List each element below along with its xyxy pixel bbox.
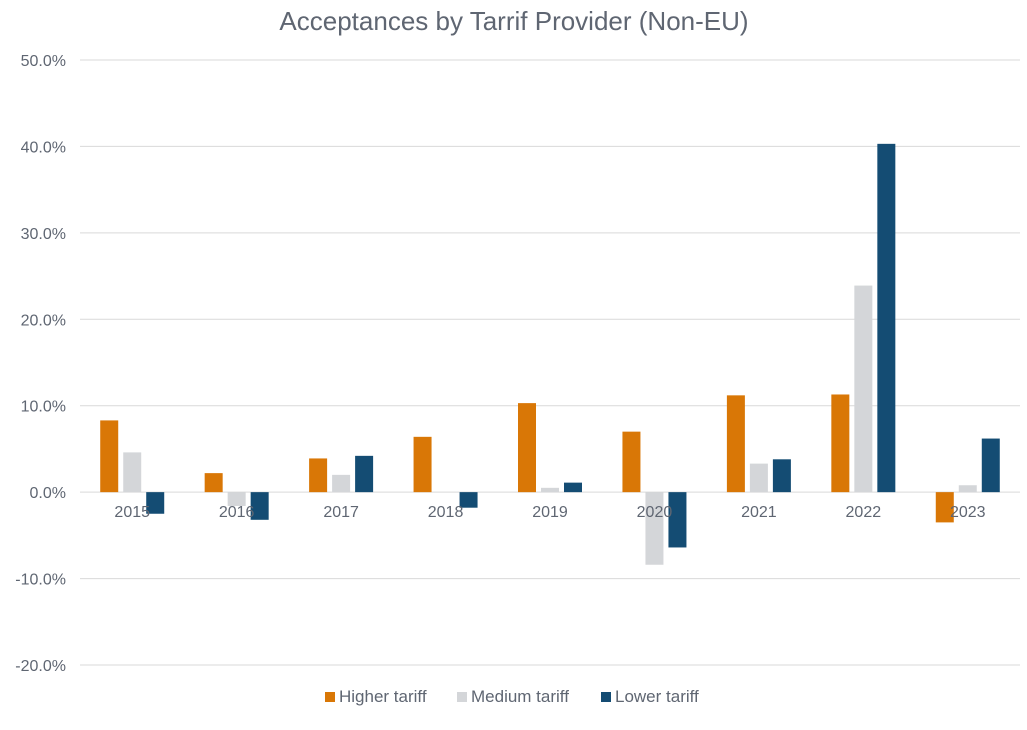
- x-tick-label: 2018: [428, 504, 464, 521]
- x-tick-label: 2019: [532, 504, 568, 521]
- y-tick-label: -20.0%: [15, 658, 66, 675]
- x-axis-labels: 2015 2016 2017 2018 2019 2020 2021 2022 2023: [114, 504, 985, 521]
- bar-lower-tariff-2019: [564, 482, 582, 493]
- bar-higher-tariff-2016: [204, 473, 223, 493]
- bar-lower-tariff-2020: [668, 492, 687, 548]
- bar-medium-tariff-2015: [123, 452, 142, 493]
- bar-medium-tariff-2023: [958, 485, 977, 493]
- bar-higher-tariff-2019: [518, 403, 536, 493]
- x-tick-label: 2015: [114, 504, 150, 521]
- legend-swatch-medium-tariff: [457, 692, 467, 702]
- bar-higher-tariff-2015: [100, 420, 119, 493]
- y-tick-label: 10.0%: [21, 399, 66, 416]
- bar-medium-tariff-2017: [332, 474, 351, 493]
- x-tick-label: 2022: [846, 504, 882, 521]
- bar-higher-tariff-2020: [622, 431, 641, 493]
- bar-lower-tariff-2016: [250, 492, 269, 520]
- x-tick-label: 2020: [637, 504, 673, 521]
- legend-label: Lower tariff: [615, 687, 699, 706]
- bar-lower-tariff-2017: [355, 455, 374, 493]
- legend-label: Medium tariff: [471, 687, 569, 706]
- bar-lower-tariff-2018: [459, 492, 478, 508]
- bar-higher-tariff-2017: [309, 458, 328, 493]
- legend-swatch-higher-tariff: [325, 692, 335, 702]
- y-tick-label: 30.0%: [21, 226, 66, 243]
- bar-higher-tariff-2021: [726, 395, 745, 493]
- chart-title: Acceptances by Tarrif Provider (Non-EU): [279, 6, 748, 36]
- legend: Higher tariff Medium tariff Lower tariff: [325, 687, 699, 706]
- x-tick-label: 2016: [219, 504, 255, 521]
- bar-medium-tariff-2022: [854, 285, 873, 493]
- legend-swatch-lower-tariff: [601, 692, 611, 702]
- y-tick-label: 0.0%: [30, 485, 66, 502]
- x-tick-label: 2023: [950, 504, 986, 521]
- x-tick-label: 2017: [323, 504, 359, 521]
- y-tick-label: 50.0%: [21, 53, 66, 70]
- bar-lower-tariff-2022: [877, 143, 896, 493]
- x-tick-label: 2021: [741, 504, 777, 521]
- bar-medium-tariff-2020: [645, 492, 664, 565]
- y-tick-label: 20.0%: [21, 312, 66, 329]
- bar-higher-tariff-2022: [831, 394, 850, 493]
- bar-medium-tariff-2019: [541, 487, 559, 493]
- bar-medium-tariff-2016: [227, 492, 246, 506]
- bar-higher-tariff-2023: [935, 492, 954, 523]
- y-tick-label: -10.0%: [15, 572, 66, 589]
- bar-medium-tariff-2021: [749, 463, 768, 493]
- legend-label: Higher tariff: [339, 687, 427, 706]
- y-axis-ticks: 50.0% 40.0% 30.0% 20.0% 10.0% 0.0% -10.0% -20.0…: [15, 53, 66, 675]
- bar-lower-tariff-2021: [772, 459, 791, 493]
- bar-lower-tariff-2023: [981, 438, 1000, 493]
- y-tick-label: 40.0%: [21, 139, 66, 156]
- bar-higher-tariff-2018: [413, 436, 432, 493]
- bars: [100, 143, 1000, 565]
- bar-lower-tariff-2015: [146, 492, 165, 514]
